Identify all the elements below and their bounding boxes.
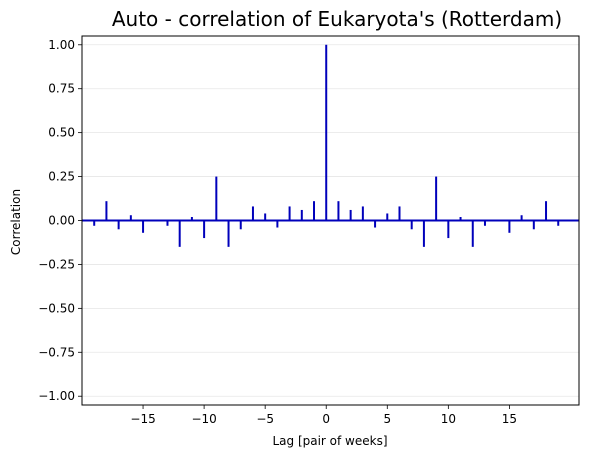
y-tick-label: 0.00 [48,214,75,228]
x-tick-label: −5 [256,412,274,426]
x-tick-label: 5 [383,412,391,426]
chart-title: Auto - correlation of Eukaryota's (Rotte… [112,7,562,31]
x-tick-label: −10 [191,412,216,426]
x-tick-label: −15 [130,412,155,426]
y-tick-label: 0.25 [48,170,75,184]
y-tick-label: 1.00 [48,38,75,52]
bars [93,44,560,247]
x-tick-label: 10 [441,412,456,426]
x-axis-label: Lag [pair of weeks] [272,434,387,448]
y-tick-label: −0.50 [38,301,75,315]
y-axis-label: Correlation [9,189,23,255]
x-axis-ticks: −15 −10 −5 0 5 10 15 [130,405,517,426]
y-tick-label: −1.00 [38,389,75,403]
y-tick-label: 0.75 [48,82,75,96]
x-tick-label: 15 [502,412,517,426]
y-tick-label: −0.75 [38,345,75,359]
y-tick-label: 0.50 [48,126,75,140]
x-tick-label: 0 [322,412,330,426]
y-tick-label: −0.25 [38,257,75,271]
y-axis-ticks: −1.00 −0.75 −0.50 −0.25 0.00 0.25 0.50 0.75 1.00 [38,38,82,403]
